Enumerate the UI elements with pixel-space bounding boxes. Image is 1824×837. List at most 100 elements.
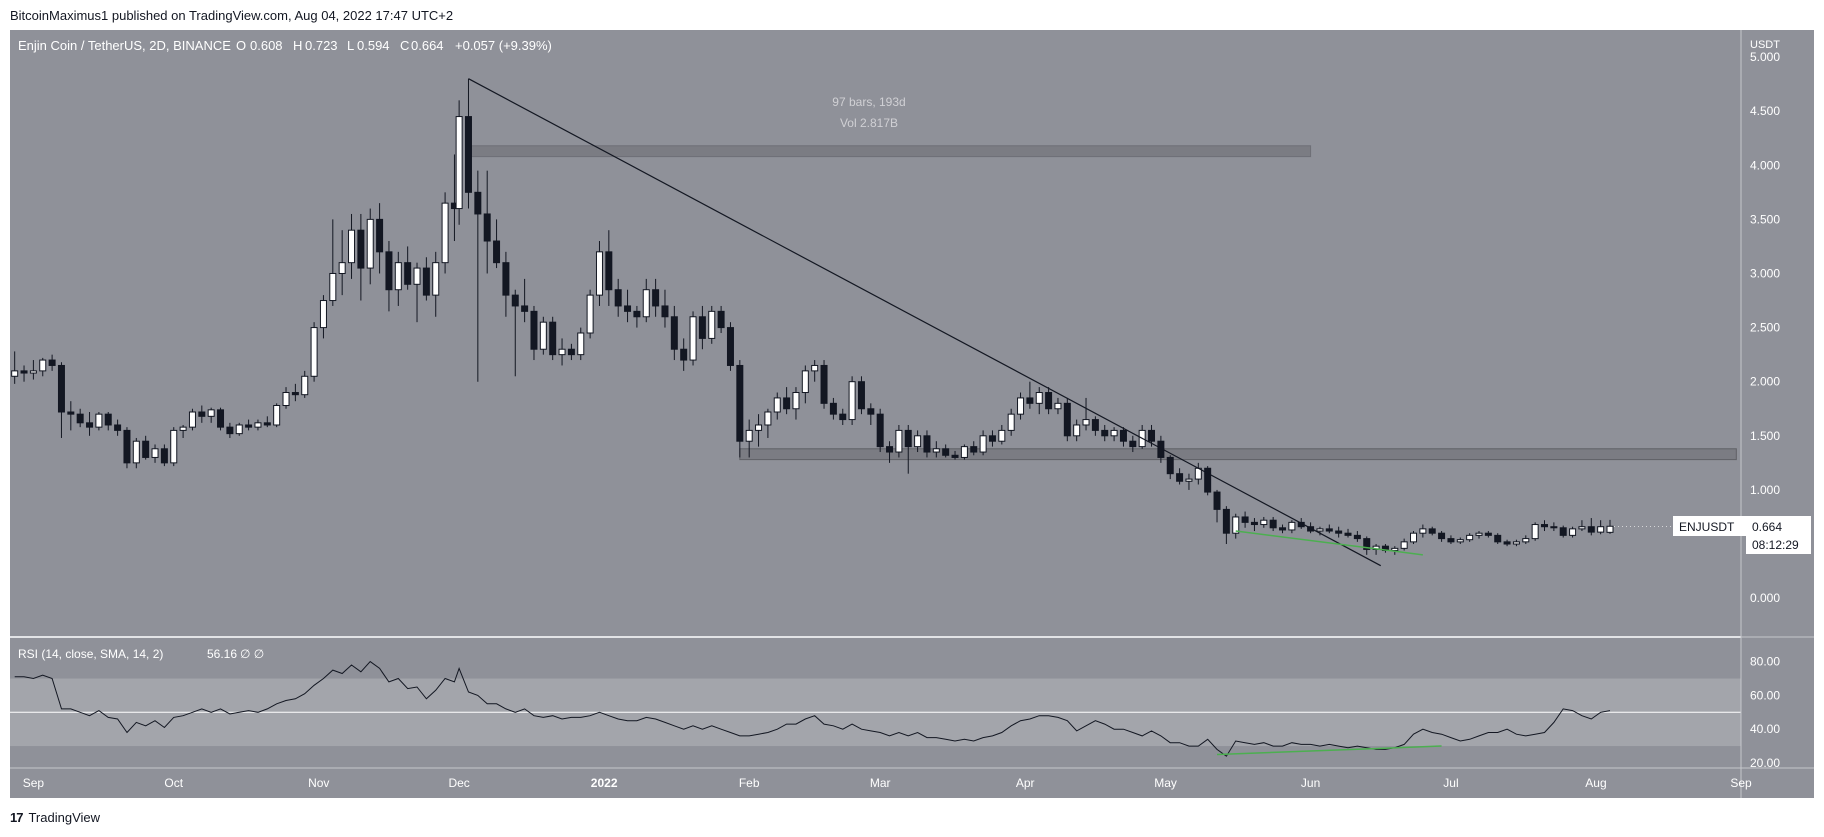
candle[interactable] — [1597, 520, 1605, 535]
candle[interactable] — [820, 360, 828, 409]
candle[interactable] — [1578, 520, 1586, 532]
candle[interactable] — [474, 170, 482, 382]
candle[interactable] — [273, 403, 281, 428]
candle[interactable] — [502, 251, 510, 317]
candle[interactable] — [432, 251, 440, 317]
candle[interactable] — [773, 392, 781, 420]
candle[interactable] — [1101, 424, 1109, 442]
candle[interactable] — [493, 219, 501, 269]
candle[interactable] — [586, 289, 594, 339]
candle[interactable] — [988, 430, 996, 447]
candle[interactable] — [95, 411, 103, 431]
candle[interactable] — [86, 411, 94, 436]
candle[interactable] — [1185, 473, 1193, 490]
candle[interactable] — [829, 397, 837, 420]
candle[interactable] — [301, 370, 309, 398]
candle[interactable] — [717, 305, 725, 333]
candle[interactable] — [1222, 506, 1230, 545]
candle[interactable] — [960, 444, 968, 460]
candle[interactable] — [1119, 427, 1127, 447]
candle[interactable] — [614, 278, 622, 317]
rsi-divergence-line[interactable] — [1216, 745, 1442, 756]
candle[interactable] — [567, 343, 575, 361]
candle[interactable] — [254, 419, 262, 431]
candle[interactable] — [1082, 397, 1090, 431]
candle[interactable] — [1213, 489, 1221, 523]
candle[interactable] — [876, 408, 884, 453]
candle[interactable] — [951, 450, 959, 460]
candle[interactable] — [151, 444, 159, 463]
candle[interactable] — [366, 208, 374, 285]
candle[interactable] — [839, 408, 847, 425]
candle[interactable] — [57, 362, 65, 438]
candle[interactable] — [1587, 518, 1595, 536]
candle[interactable] — [483, 170, 491, 274]
candle[interactable] — [848, 376, 856, 425]
candle[interactable] — [1279, 524, 1287, 534]
candle[interactable] — [923, 430, 931, 458]
candle[interactable] — [1129, 435, 1137, 453]
candle[interactable] — [886, 441, 894, 463]
candle[interactable] — [895, 424, 903, 458]
candle[interactable] — [39, 357, 47, 377]
candle[interactable] — [441, 192, 449, 274]
candle[interactable] — [1232, 513, 1240, 539]
candle[interactable] — [1091, 416, 1099, 436]
candle[interactable] — [188, 408, 196, 431]
candle[interactable] — [708, 305, 716, 344]
candle[interactable] — [142, 435, 150, 460]
candle[interactable] — [642, 278, 650, 323]
candle[interactable] — [1391, 546, 1399, 555]
candle[interactable] — [1541, 520, 1549, 532]
candle[interactable] — [11, 351, 19, 384]
candle[interactable] — [1559, 525, 1567, 538]
candle[interactable] — [1550, 522, 1558, 532]
candle[interactable] — [1522, 535, 1530, 545]
candle[interactable] — [792, 387, 800, 420]
candle[interactable] — [291, 383, 299, 402]
candle[interactable] — [726, 322, 734, 371]
candle[interactable] — [282, 387, 290, 409]
candle[interactable] — [348, 213, 356, 279]
candle[interactable] — [680, 338, 688, 371]
rsi-pane[interactable] — [10, 638, 1741, 768]
candle[interactable] — [998, 424, 1006, 445]
candle[interactable] — [1475, 531, 1483, 539]
candle[interactable] — [1344, 528, 1352, 538]
candle[interactable] — [1007, 408, 1015, 436]
candle[interactable] — [217, 407, 225, 431]
candle[interactable] — [20, 365, 28, 382]
candle[interactable] — [1494, 533, 1502, 545]
candle[interactable] — [179, 424, 187, 438]
candle[interactable] — [670, 305, 678, 361]
candle[interactable] — [385, 241, 393, 312]
candle[interactable] — [1466, 533, 1474, 542]
candle[interactable] — [745, 419, 753, 458]
candle[interactable] — [1353, 531, 1361, 542]
candle[interactable] — [160, 444, 168, 467]
candle[interactable] — [235, 422, 243, 436]
candle[interactable] — [577, 327, 585, 361]
candle[interactable] — [689, 311, 697, 366]
candle[interactable] — [1176, 468, 1184, 485]
candle[interactable] — [207, 407, 215, 423]
candle[interactable] — [1204, 466, 1212, 496]
candle[interactable] — [1419, 524, 1427, 538]
candle[interactable] — [942, 444, 950, 458]
candle[interactable] — [1035, 387, 1043, 415]
candle[interactable] — [624, 289, 632, 323]
candle[interactable] — [245, 419, 253, 431]
candle[interactable] — [464, 78, 472, 209]
candle[interactable] — [76, 408, 84, 428]
candle[interactable] — [549, 316, 557, 361]
candle[interactable] — [67, 401, 75, 431]
candle[interactable] — [1335, 526, 1343, 538]
candle[interactable] — [698, 305, 706, 350]
candle[interactable] — [1531, 522, 1539, 541]
candle[interactable] — [1110, 427, 1118, 442]
candle[interactable] — [338, 230, 346, 296]
candle[interactable] — [755, 414, 763, 447]
candle[interactable] — [736, 360, 744, 458]
candle[interactable] — [1241, 511, 1249, 528]
candle[interactable] — [1569, 526, 1577, 538]
